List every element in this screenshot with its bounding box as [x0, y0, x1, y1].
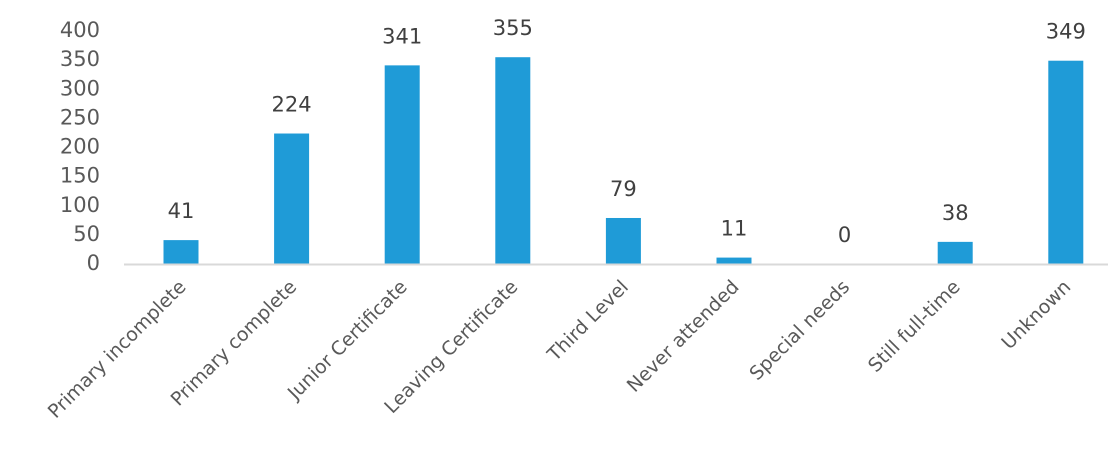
data-label: 79 — [610, 177, 637, 201]
x-category-label: Third Level — [543, 276, 633, 366]
data-label: 11 — [721, 217, 748, 241]
data-label: 38 — [942, 201, 969, 225]
x-category-label: Unknown — [997, 276, 1075, 354]
data-labels: 41 224 341 355 79 11 0 38 349 — [168, 16, 1086, 247]
bar — [716, 257, 752, 264]
bar — [163, 240, 199, 264]
y-tick-label: 250 — [60, 105, 100, 129]
bars — [163, 57, 1084, 265]
x-category-label: Primary complete — [167, 276, 302, 411]
bar — [495, 57, 531, 265]
data-label: 349 — [1046, 20, 1086, 44]
data-label: 224 — [272, 93, 312, 117]
x-category-label: Never attended — [623, 276, 744, 397]
x-category-label: Still full-time — [864, 276, 965, 377]
bar — [384, 65, 420, 265]
y-axis-ticks: 0 50 100 150 200 250 300 350 400 — [60, 18, 100, 275]
bar — [274, 133, 310, 264]
x-category-label: Junior Certificate — [283, 276, 412, 405]
data-label: 355 — [493, 16, 533, 40]
x-category-label: Primary incomplete — [44, 276, 191, 423]
y-tick-label: 150 — [60, 164, 100, 188]
x-category-label: Special needs — [745, 276, 854, 385]
bar — [605, 217, 641, 264]
data-label: 0 — [838, 223, 851, 247]
y-tick-label: 400 — [60, 18, 100, 42]
y-tick-label: 0 — [87, 251, 100, 275]
y-tick-label: 300 — [60, 76, 100, 100]
y-tick-label: 350 — [60, 47, 100, 71]
y-tick-label: 200 — [60, 135, 100, 159]
bar — [1048, 60, 1084, 264]
data-label: 341 — [382, 24, 422, 48]
bar — [937, 241, 973, 264]
y-tick-label: 100 — [60, 193, 100, 217]
data-label: 41 — [168, 199, 195, 223]
y-tick-label: 50 — [73, 222, 100, 246]
